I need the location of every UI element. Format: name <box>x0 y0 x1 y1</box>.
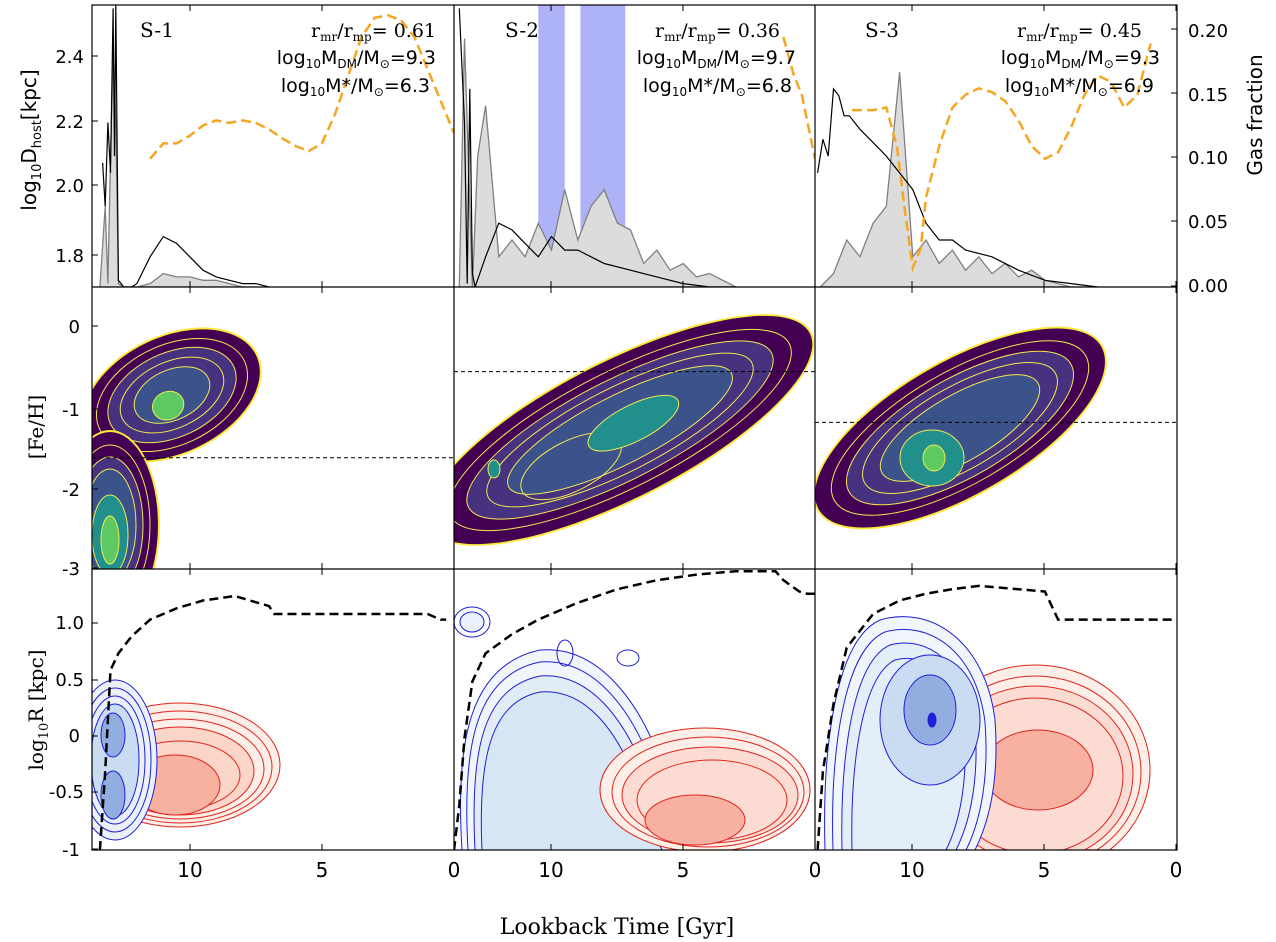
tick-label: -0.5 <box>49 782 84 803</box>
row1-y-tick-labels: 2.4 2.2 2.0 1.8 <box>55 47 84 267</box>
panel-s1-orbit: S-1 rmr/rmp= 0.61 log10MDM/M⊙=9.3 log10M… <box>99 5 454 287</box>
tick-label: 0 <box>448 858 461 882</box>
gas-fraction-line-s2 <box>782 36 815 160</box>
tick-label: -2 <box>62 480 80 501</box>
x-axis-label: Lookback Time [Gyr] <box>500 915 735 940</box>
tick-marks <box>92 5 1177 850</box>
y-axis-label-radius: log10R [kpc] <box>24 650 52 771</box>
tick-label: 0.20 <box>1188 21 1228 42</box>
gas-fraction-line-s1 <box>149 14 454 160</box>
tick-label: -1 <box>62 400 80 421</box>
tick-label: 2.4 <box>55 47 84 68</box>
infall-fill-s3 <box>819 72 1085 287</box>
tick-label: 0 <box>69 726 80 747</box>
infall-area <box>819 72 1085 287</box>
row2-y-tick-labels: 0 -1 -2 -3 <box>62 317 80 580</box>
tick-label: -1 <box>62 840 80 861</box>
tick-label: 5 <box>1038 858 1051 882</box>
tick-label: 5 <box>316 858 329 882</box>
panel-s2-orbit: S-2 rmr/rmp= 0.36 log10MDM/M⊙=9.7 log10M… <box>458 5 815 287</box>
blue-contours-s3 <box>824 616 997 850</box>
tick-label: 0.05 <box>1188 212 1228 233</box>
infall-area <box>458 38 737 287</box>
panel-s3-metallicity <box>815 326 1177 530</box>
annotation-ratio-s2: rmr/rmp= 0.36 <box>655 20 780 44</box>
annotation-mdm-s2: log10MDM/M⊙=9.7 <box>637 47 796 71</box>
blue-contours-s1 <box>92 679 158 841</box>
panel-s2-metallicity <box>454 314 815 546</box>
y-axis-label-gas-fraction: Gas fraction <box>1243 54 1267 175</box>
y-axis-label-dhost: log10Dhost[kpc] <box>17 69 45 210</box>
infall-area <box>99 55 256 287</box>
tick-label: 2.0 <box>55 176 84 197</box>
distance-series <box>102 5 270 287</box>
red-contours-s2 <box>599 727 811 850</box>
gas-fraction-series <box>782 36 815 160</box>
annotation-ratio-s1: rmr/rmp= 0.61 <box>311 20 436 44</box>
kde-s2-band <box>454 314 815 546</box>
axes-frames <box>91 4 1178 851</box>
panel-s3-orbit: S-3 rmr/rmp= 0.45 log10MDM/M⊙=9.3 log10M… <box>817 18 1160 287</box>
tick-label: 0.10 <box>1188 148 1228 169</box>
tick-label: 10 <box>538 858 563 882</box>
panel-title-s1: S-1 <box>140 18 174 42</box>
quench-bands-s2 <box>538 5 626 287</box>
distance-line-s1 <box>102 5 270 287</box>
annotation-mstar-s3: log10M*/M⊙=6.9 <box>1005 75 1154 99</box>
distance-line-s2 <box>458 8 736 287</box>
annotation-mdm-s1: log10MDM/M⊙=9.3 <box>277 47 436 71</box>
kde-s1-upper <box>92 327 262 463</box>
gas-fraction-series <box>149 14 454 160</box>
distance-series <box>458 8 736 287</box>
tick-label: 10 <box>177 858 202 882</box>
boundary-line-s3 <box>816 584 1177 850</box>
tick-label: -3 <box>62 559 80 580</box>
infall-fill-s1 <box>99 55 256 287</box>
kde-s1-lower <box>92 430 160 569</box>
panel-title-s2: S-2 <box>505 18 539 42</box>
tick-label: 1.8 <box>55 246 84 267</box>
tick-label: 1.0 <box>55 613 84 634</box>
tick-label: 0 <box>1170 858 1183 882</box>
gas-fraction-series <box>852 43 1152 273</box>
distance-series <box>817 87 1098 287</box>
x-tick-labels: 10 5 0 10 5 0 10 5 0 <box>177 858 1182 882</box>
infall-fill-s2 <box>458 38 737 287</box>
panel-s1-radius <box>92 594 447 850</box>
annotation-mstar-s1: log10M*/M⊙=6.3 <box>281 75 430 99</box>
tick-label: 10 <box>899 858 924 882</box>
panel-s2-radius <box>454 569 815 850</box>
tick-label: 0.15 <box>1188 85 1228 106</box>
panel-s1-metallicity <box>92 327 454 569</box>
distance-line-s3 <box>817 87 1098 287</box>
tick-label: 0.5 <box>55 670 84 691</box>
row1-y2-tick-labels: 0.20 0.15 0.10 0.05 0.00 <box>1188 21 1228 297</box>
row3-y-tick-labels: 1.0 0.5 0 -0.5 -1 <box>49 613 84 861</box>
kde-s3-band <box>815 326 1107 530</box>
boundary-line-s2 <box>454 569 815 850</box>
panel-title-s3: S-3 <box>865 18 899 42</box>
annotation-mdm-s3: log10MDM/M⊙=9.3 <box>1001 47 1160 71</box>
tick-label: 2.2 <box>55 112 84 133</box>
kde-s2-peak <box>487 459 501 479</box>
tick-label: 5 <box>677 858 690 882</box>
tick-label: 0.00 <box>1188 276 1228 297</box>
boundary-line-s1 <box>98 594 447 850</box>
y-axis-label-feh: [Fe/H] <box>24 395 48 459</box>
gas-fraction-line-s3 <box>852 43 1152 273</box>
panel-s3-radius <box>816 584 1177 850</box>
tick-label: 0 <box>69 317 80 338</box>
annotation-mstar-s2: log10M*/M⊙=6.8 <box>643 75 792 99</box>
kde-s3-peak <box>922 444 946 472</box>
tick-label: 0 <box>809 858 822 882</box>
annotation-ratio-s3: rmr/rmp= 0.45 <box>1017 20 1142 44</box>
